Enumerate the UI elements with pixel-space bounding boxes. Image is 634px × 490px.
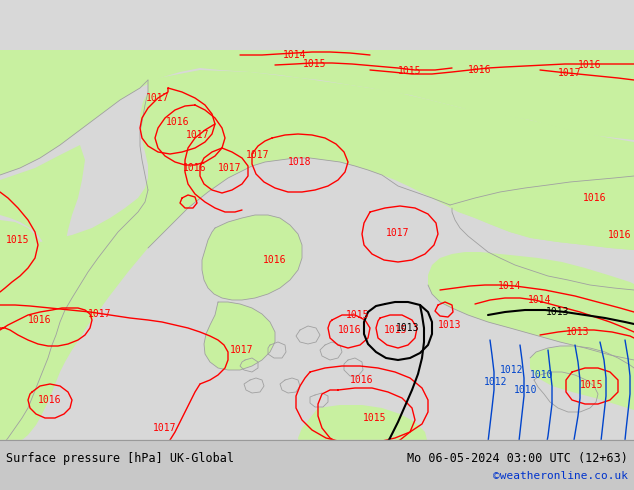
Text: 1015: 1015	[580, 380, 604, 390]
Text: 1015: 1015	[6, 235, 30, 245]
Polygon shape	[298, 405, 428, 475]
Text: 1014: 1014	[363, 443, 387, 453]
Text: 1015: 1015	[384, 325, 408, 335]
Text: 1012: 1012	[484, 377, 508, 387]
Text: 1017: 1017	[88, 309, 112, 319]
Text: 1015: 1015	[363, 413, 387, 423]
Text: 1010: 1010	[530, 370, 553, 380]
Text: 1013: 1013	[566, 327, 590, 337]
Polygon shape	[202, 215, 302, 300]
Text: 1017: 1017	[230, 345, 254, 355]
Text: 1016: 1016	[583, 193, 607, 203]
Text: 1016: 1016	[350, 375, 374, 385]
Text: 1017: 1017	[146, 93, 170, 103]
Text: 1018: 1018	[288, 157, 312, 167]
Text: 1017: 1017	[186, 130, 210, 140]
Text: 1016: 1016	[166, 117, 190, 127]
Text: Mo 06-05-2024 03:00 UTC (12+63): Mo 06-05-2024 03:00 UTC (12+63)	[407, 451, 628, 465]
Polygon shape	[204, 302, 275, 370]
Text: 1016: 1016	[38, 395, 61, 405]
Text: 1016: 1016	[469, 65, 492, 75]
Text: 1014: 1014	[528, 295, 552, 305]
Text: 1015: 1015	[346, 310, 370, 320]
Text: 1017: 1017	[218, 163, 242, 173]
Bar	[0, 440, 634, 490]
Text: 1013: 1013	[438, 320, 462, 330]
Text: 1012: 1012	[500, 365, 524, 375]
Polygon shape	[428, 252, 634, 360]
Text: 1014: 1014	[498, 281, 522, 291]
Text: 1017: 1017	[386, 228, 410, 238]
Text: 1017: 1017	[559, 68, 582, 78]
Text: 1015: 1015	[398, 66, 422, 76]
Polygon shape	[0, 145, 85, 270]
Polygon shape	[0, 70, 634, 450]
Text: Surface pressure [hPa] UK-Global: Surface pressure [hPa] UK-Global	[6, 451, 234, 465]
Text: 1016: 1016	[183, 163, 207, 173]
Text: 1013: 1013	[547, 307, 570, 317]
Polygon shape	[450, 176, 634, 250]
Polygon shape	[0, 220, 58, 318]
Text: 1016: 1016	[263, 255, 287, 265]
Text: 1015: 1015	[303, 59, 327, 69]
Polygon shape	[0, 50, 634, 175]
Polygon shape	[530, 345, 634, 410]
Text: 1016: 1016	[339, 325, 362, 335]
Polygon shape	[22, 272, 68, 316]
Text: 1013: 1013	[396, 323, 420, 333]
Text: ©weatheronline.co.uk: ©weatheronline.co.uk	[493, 471, 628, 481]
Text: 1010: 1010	[514, 385, 538, 395]
Text: 1016: 1016	[578, 60, 602, 70]
Text: 1016: 1016	[608, 230, 631, 240]
Text: 1016: 1016	[29, 315, 52, 325]
Text: 1017: 1017	[153, 423, 177, 433]
Text: 1017: 1017	[246, 150, 269, 160]
Text: 1014: 1014	[283, 50, 307, 60]
